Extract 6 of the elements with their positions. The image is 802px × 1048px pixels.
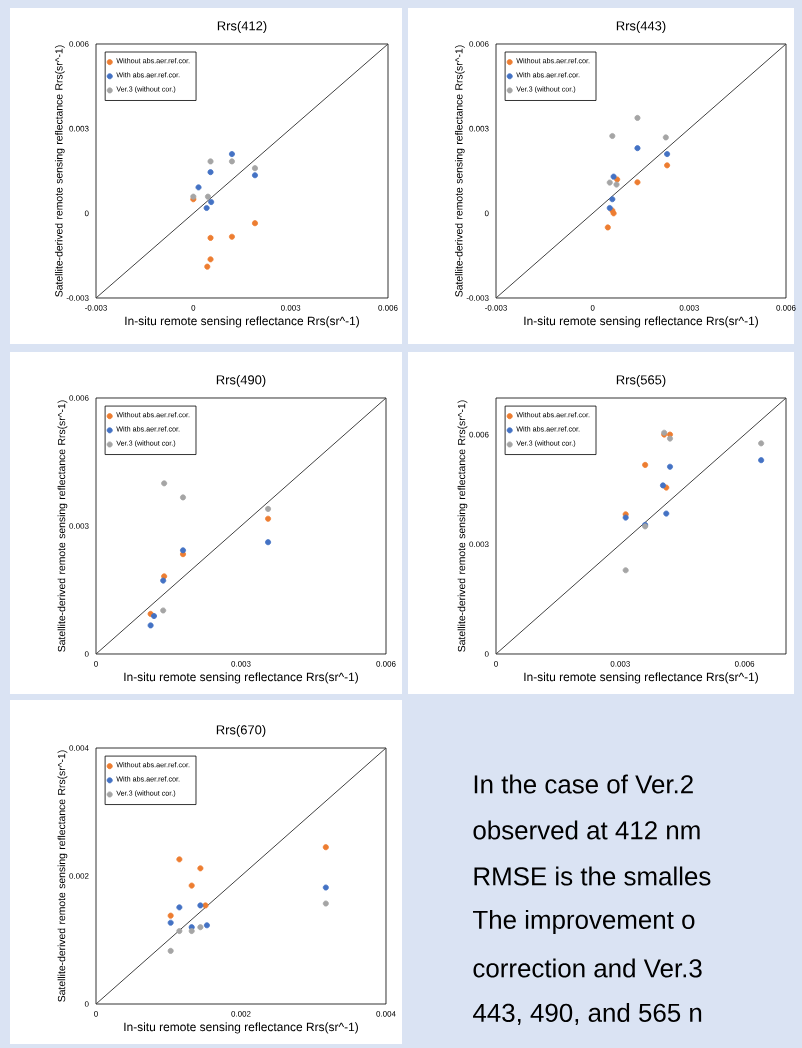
text: observed at 412 nm: [473, 820, 700, 840]
text: RMSE is the smalles: [474, 866, 711, 886]
text: 443, 490, and 565 n: [473, 1002, 702, 1026]
text: In the case of Ver.2: [474, 774, 693, 794]
text: The improvement o: [473, 909, 695, 935]
text: correction and Ver.3: [473, 958, 702, 978]
